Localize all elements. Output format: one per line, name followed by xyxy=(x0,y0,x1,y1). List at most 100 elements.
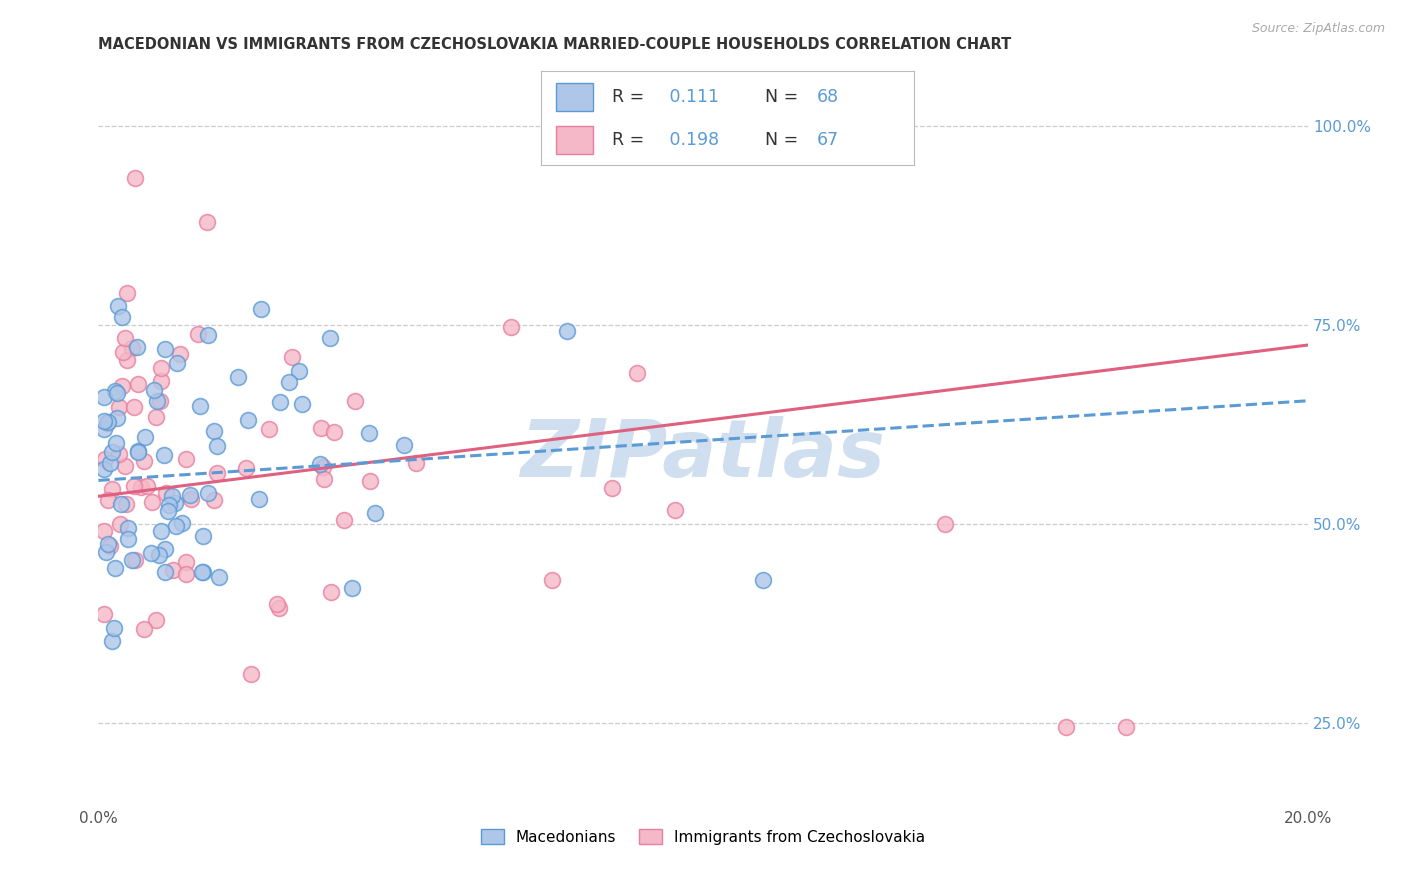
Point xyxy=(202,492,225,507)
Point xyxy=(112,344,135,359)
Text: R =: R = xyxy=(612,131,644,149)
Point xyxy=(169,347,191,361)
Point xyxy=(174,452,197,467)
Point xyxy=(134,430,156,444)
Point xyxy=(752,573,775,587)
Point xyxy=(124,553,146,567)
Point xyxy=(101,634,124,648)
Point xyxy=(145,409,167,424)
Point xyxy=(197,328,219,343)
Point xyxy=(342,581,364,595)
Point xyxy=(235,461,257,475)
Point xyxy=(146,394,169,409)
Point xyxy=(107,401,129,415)
Point xyxy=(344,394,367,409)
Text: N =: N = xyxy=(765,87,799,105)
Point xyxy=(157,504,180,518)
Point xyxy=(93,414,115,428)
Point xyxy=(291,397,314,411)
Point xyxy=(127,444,149,458)
Point xyxy=(205,439,228,453)
Point xyxy=(392,437,415,451)
Point xyxy=(94,451,117,466)
Point xyxy=(128,444,150,458)
Point xyxy=(101,445,124,459)
Text: Source: ZipAtlas.com: Source: ZipAtlas.com xyxy=(1251,22,1385,36)
Point xyxy=(626,366,648,380)
Point xyxy=(319,331,342,345)
Point xyxy=(166,356,188,370)
Point xyxy=(269,395,291,409)
Point xyxy=(104,561,127,575)
Point xyxy=(103,621,125,635)
Point xyxy=(555,324,578,338)
Point xyxy=(205,467,228,481)
Point xyxy=(134,453,156,467)
Point xyxy=(187,326,209,341)
Point xyxy=(240,667,263,681)
Point xyxy=(124,170,146,185)
Point xyxy=(323,425,346,439)
Point xyxy=(105,436,128,450)
Point xyxy=(153,542,176,557)
Point xyxy=(148,549,170,563)
Point xyxy=(97,537,120,551)
Point xyxy=(1054,720,1077,734)
Point xyxy=(153,448,176,462)
Text: R =: R = xyxy=(612,87,644,105)
Point xyxy=(149,393,172,408)
Point xyxy=(332,513,354,527)
Point xyxy=(141,546,163,560)
Point xyxy=(664,503,686,517)
Point xyxy=(277,376,299,390)
Point xyxy=(321,584,343,599)
Point xyxy=(121,552,143,566)
Point xyxy=(165,496,187,510)
Point xyxy=(314,473,336,487)
Point xyxy=(357,425,380,440)
Point xyxy=(157,498,180,512)
Point xyxy=(174,567,197,582)
Point xyxy=(179,488,201,502)
Point xyxy=(208,570,231,584)
Point xyxy=(115,285,138,300)
Point xyxy=(281,350,304,364)
Point xyxy=(96,416,118,430)
Point xyxy=(197,486,219,500)
Point xyxy=(125,340,148,354)
Point xyxy=(180,491,202,506)
Point xyxy=(107,300,129,314)
Point xyxy=(104,384,127,398)
Point xyxy=(195,214,218,228)
Point xyxy=(111,378,134,392)
Point xyxy=(172,516,194,531)
Point xyxy=(145,613,167,627)
Point xyxy=(141,495,163,509)
Text: 0.198: 0.198 xyxy=(664,131,720,149)
Text: 67: 67 xyxy=(817,131,839,149)
Point xyxy=(165,519,187,533)
FancyBboxPatch shape xyxy=(557,83,593,111)
Point xyxy=(236,412,259,426)
Point xyxy=(540,573,562,587)
Point xyxy=(105,410,128,425)
Point xyxy=(129,480,152,494)
Point xyxy=(150,361,173,376)
Point xyxy=(191,566,214,580)
Point xyxy=(153,343,176,357)
Point xyxy=(110,496,132,510)
Point xyxy=(114,458,136,473)
Point xyxy=(143,384,166,398)
Point xyxy=(934,517,956,532)
Point xyxy=(96,545,118,559)
Point xyxy=(117,532,139,546)
Point xyxy=(93,524,115,538)
Point xyxy=(250,302,273,317)
Point xyxy=(359,474,381,488)
Point xyxy=(312,460,335,475)
Point xyxy=(259,422,281,436)
Point xyxy=(162,563,184,577)
Point xyxy=(309,457,332,471)
Point xyxy=(155,565,177,579)
Point xyxy=(93,607,115,622)
